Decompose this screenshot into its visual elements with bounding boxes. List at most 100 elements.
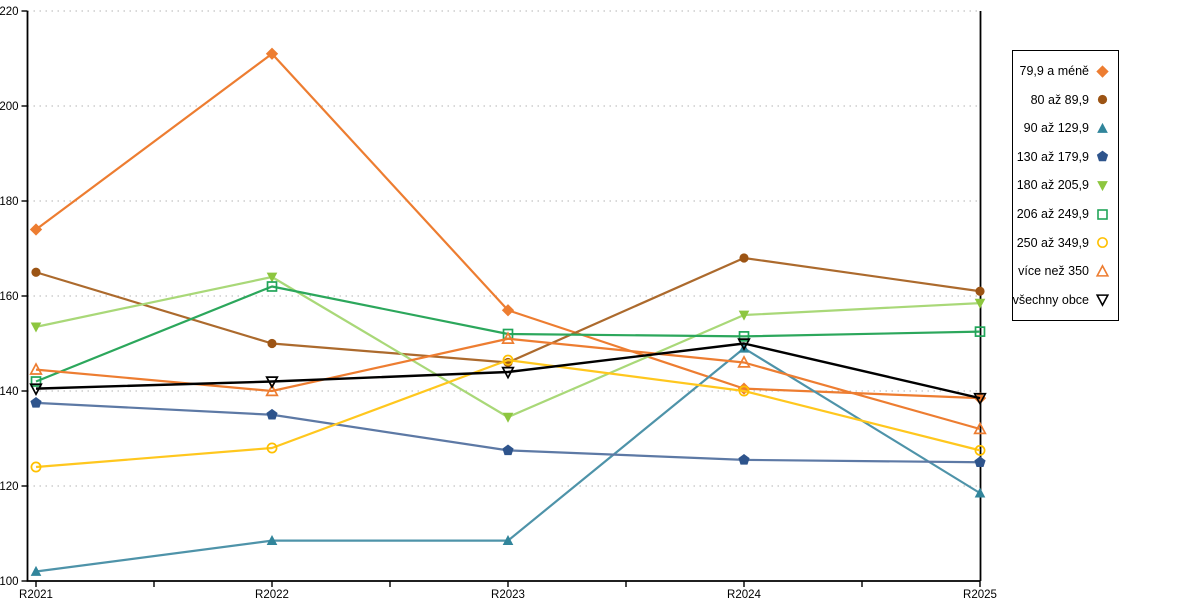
triangle-down-marker [29, 383, 43, 397]
x-tick-label: R2021 [19, 589, 53, 600]
triangle-up-marker [737, 355, 751, 368]
legend-item: 180 až 205,9 [1016, 171, 1110, 199]
legend-label: 250 až 349,9 [1016, 235, 1089, 250]
triangle-up-legend-icon [1097, 122, 1108, 133]
triangle-down-marker [1097, 181, 1108, 192]
triangle-down-marker [737, 338, 751, 351]
triangle-down-marker [1095, 294, 1110, 307]
square-marker [30, 376, 42, 387]
pentagon-marker [738, 453, 750, 465]
triangle-down-marker [30, 322, 42, 333]
legend-label: více než 350 [1018, 264, 1089, 279]
triangle-up-marker [1097, 122, 1108, 133]
triangle-up-marker [974, 487, 986, 498]
series-line [35, 275, 981, 419]
triangle-up-marker [502, 535, 514, 545]
legend-label: 130 až 179,9 [1016, 149, 1089, 164]
triangle-up-marker [266, 535, 278, 545]
x-tick-label: R2025 [963, 589, 997, 600]
pentagon-legend-icon [1096, 151, 1109, 162]
circle-marker [266, 442, 278, 454]
diamond-marker [1096, 65, 1109, 78]
pentagon-marker [974, 456, 986, 468]
triangle-up-marker [973, 421, 987, 435]
triangle-down-legend-icon [1095, 294, 1110, 307]
square-marker [974, 326, 986, 337]
circle-marker [502, 354, 514, 366]
triangle-down-marker [974, 298, 986, 309]
legend-label: všechny obce [1012, 292, 1089, 307]
series-3 [30, 342, 986, 576]
circle-legend-icon [1097, 95, 1108, 105]
legend-item: 79,9 a méně [1019, 57, 1110, 85]
series-7 [30, 354, 986, 473]
series-4 [30, 396, 986, 468]
triangle-up-marker [265, 383, 279, 397]
series-line [35, 342, 981, 400]
triangle-up-marker [29, 362, 43, 375]
diamond-marker [265, 47, 279, 60]
circle-marker [974, 444, 986, 456]
triangle-down-legend-icon [1097, 181, 1108, 192]
legend-label: 180 až 205,9 [1016, 178, 1089, 193]
square-legend-icon [1097, 208, 1108, 220]
legend-item: 80 až 89,9 [1019, 86, 1110, 114]
circle-legend-icon [1097, 237, 1108, 248]
triangle-down-marker [265, 376, 279, 389]
y-tick-label: 160 [0, 291, 19, 303]
diamond-marker [501, 304, 515, 317]
legend-item: všechny obce [1013, 286, 1110, 314]
triangle-down-marker [266, 272, 278, 283]
pentagon-marker [266, 408, 278, 420]
circle-marker [1097, 95, 1108, 105]
triangle-up-marker [1095, 263, 1110, 277]
triangle-up-marker [30, 565, 42, 576]
y-tick-label: 200 [0, 101, 19, 113]
diamond-legend-icon [1096, 65, 1109, 78]
legend-item: 90 až 129,9 [1019, 114, 1110, 142]
series-9 [29, 338, 987, 406]
triangle-down-marker [738, 310, 750, 321]
series-1 [29, 47, 987, 405]
circle-marker [31, 267, 41, 277]
legend-item: 130 až 179,9 [1016, 143, 1110, 171]
x-tick-label: R2023 [491, 589, 525, 600]
triangle-down-marker [973, 392, 987, 406]
diamond-marker [29, 223, 43, 236]
pentagon-marker [502, 444, 514, 456]
square-marker [1097, 208, 1108, 220]
series-line [35, 52, 981, 400]
legend: 79,9 a méně 80 až 89,9 90 až 129,9 130 až 1… [1012, 50, 1119, 321]
triangle-down-marker [502, 412, 514, 423]
legend-label: 90 až 129,9 [1023, 121, 1089, 136]
triangle-up-marker [501, 331, 515, 344]
legend-label: 206 až 249,9 [1016, 207, 1089, 221]
circle-marker [739, 253, 749, 263]
legend-item: 250 až 349,9 [1016, 229, 1110, 257]
y-tick-label: 100 [0, 576, 19, 588]
x-tick-label: R2022 [255, 589, 289, 600]
legend-item: 206 až 249,9 [1016, 200, 1110, 228]
y-tick-label: 180 [0, 196, 19, 208]
pentagon-marker [30, 396, 42, 408]
legend-label: 80 až 89,9 [1030, 92, 1089, 107]
legend-label: 79,9 a méně [1019, 64, 1090, 79]
square-marker [738, 331, 750, 342]
series-5 [30, 272, 986, 423]
square-marker [266, 281, 278, 292]
circle-marker [1097, 237, 1108, 248]
circle-marker [30, 461, 42, 473]
series-line [35, 359, 981, 469]
y-tick-label: 120 [0, 481, 19, 493]
triangle-up-legend-icon [1095, 263, 1110, 277]
y-tick-label: 220 [0, 6, 19, 18]
pentagon-marker [1096, 151, 1109, 162]
circle-marker [975, 286, 985, 296]
legend-item: více než 350 [1018, 257, 1110, 285]
x-tick-label: R2024 [727, 589, 761, 600]
circle-marker [738, 385, 750, 397]
y-tick-label: 140 [0, 386, 19, 398]
circle-marker [267, 338, 277, 349]
